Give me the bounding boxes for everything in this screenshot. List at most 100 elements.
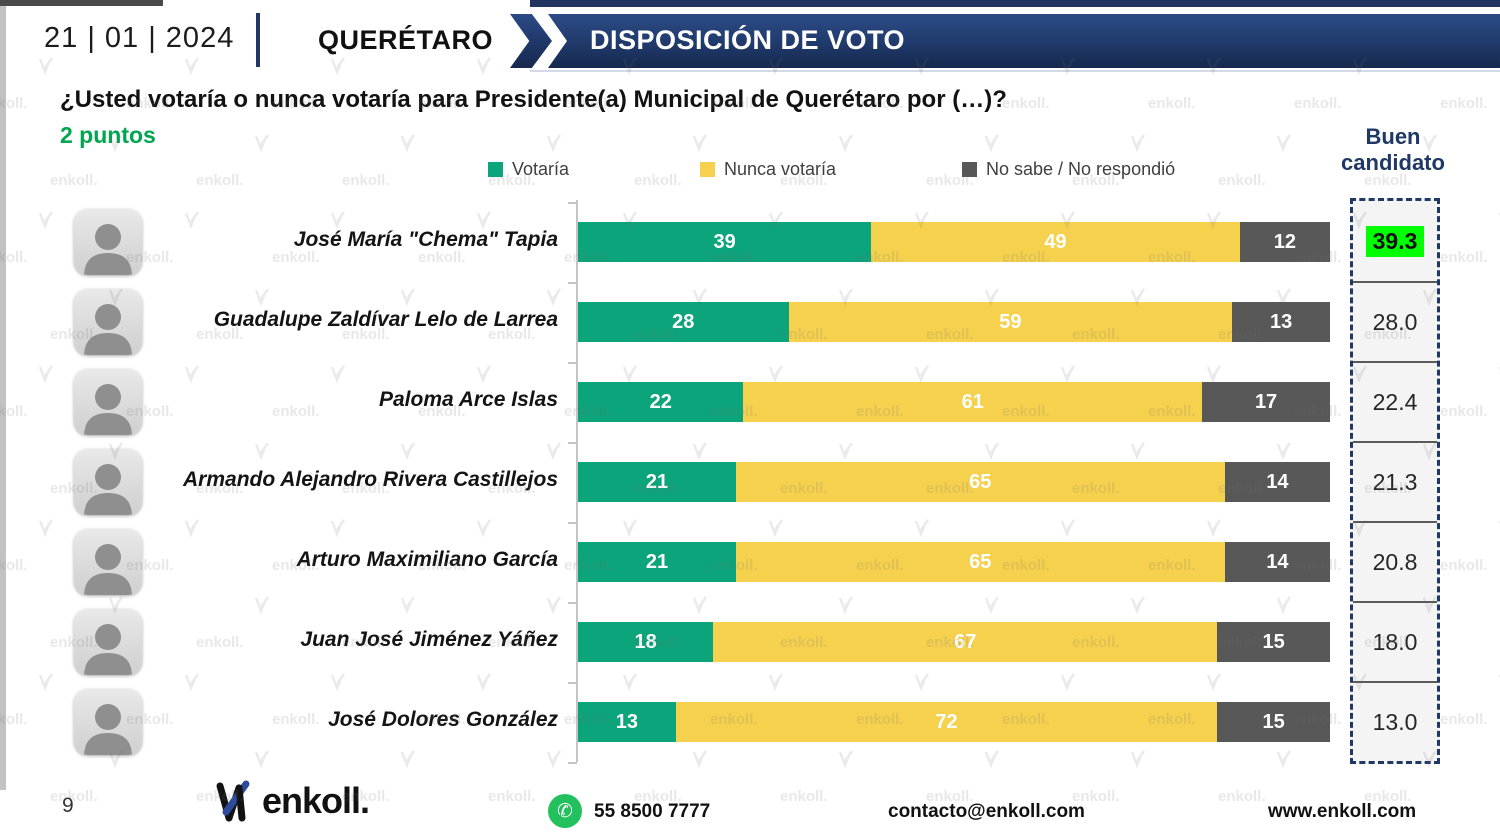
watermark-bird-icon	[546, 134, 562, 157]
watermark-bird-icon	[622, 673, 638, 696]
watermark-bird-icon	[330, 519, 346, 542]
bar-segment-nunca-votar-a: 49	[871, 222, 1240, 262]
watermark-bird-icon	[400, 442, 416, 465]
section-banner-title: DISPOSICIÓN DE VOTO	[590, 25, 906, 55]
bar-segment-votar-a: 21	[578, 542, 736, 582]
bar-value-label: 15	[1262, 630, 1285, 653]
watermark-text: enkoll.	[1440, 403, 1488, 420]
axis-tick	[568, 202, 577, 204]
bar-value-label: 67	[954, 630, 977, 653]
person-silhouette-icon	[84, 624, 132, 675]
watermark-bird-icon	[914, 673, 930, 696]
top-edge-strip-left	[0, 0, 163, 6]
watermark-bird-icon	[546, 442, 562, 465]
bar-segment-votar-a: 18	[578, 622, 714, 662]
watermark-bird-icon	[1276, 134, 1292, 157]
watermark-text: enkoll.	[50, 172, 98, 189]
watermark-bird-icon	[1060, 673, 1076, 696]
bar-segment-votar-a: 28	[578, 302, 789, 342]
bar-value-label: 39	[713, 230, 736, 253]
top-edge-strip-right	[530, 0, 1500, 7]
watermark-text: enkoll.	[1218, 788, 1266, 805]
legend-label: Nunca votaría	[724, 159, 837, 179]
bar-segment-nunca-votar-a: 72	[675, 702, 1218, 742]
watermark-text: enkoll.	[1440, 711, 1488, 728]
bar-segment-nunca-votar-a: 65	[735, 462, 1225, 502]
watermark-bird-icon	[38, 57, 54, 80]
good-candidate-score-highlighted: 39.3	[1365, 225, 1425, 257]
watermark-bird-icon	[476, 519, 492, 542]
candidate-photo	[74, 369, 142, 435]
watermark-bird-icon	[476, 365, 492, 388]
candidate-name: Armando Alejandro Rivera Castillejos	[183, 468, 558, 491]
bar-value-label: 12	[1273, 230, 1296, 253]
bar-value-label: 14	[1266, 550, 1289, 573]
watermark-bird-icon	[546, 596, 562, 619]
contact-website[interactable]: www.enkoll.com	[1268, 801, 1417, 822]
watermark-bird-icon	[692, 134, 708, 157]
watermark-bird-icon	[254, 750, 270, 773]
watermark-text: enkoll.	[488, 788, 536, 805]
enkoll-logo-text: enkoll.	[262, 780, 370, 821]
axis-tick	[568, 602, 577, 604]
watermark-text: enkoll.	[50, 788, 98, 805]
candidate-name: José Dolores González	[328, 708, 558, 731]
watermark-bird-icon	[1206, 519, 1222, 542]
whatsapp-icon: ✆	[548, 794, 582, 828]
page-number: 9	[62, 794, 74, 817]
watermark-bird-icon	[38, 673, 54, 696]
watermark-bird-icon	[1130, 134, 1146, 157]
candidate-photo	[74, 209, 142, 275]
axis-tick	[568, 522, 577, 524]
watermark-bird-icon	[1276, 750, 1292, 773]
person-silhouette-icon	[84, 464, 132, 515]
watermark-text: enkoll.	[780, 788, 828, 805]
bar-segment-no-sabe-no-respondi-: 12	[1239, 222, 1330, 262]
person-silhouette-icon	[84, 224, 132, 275]
axis-tick	[568, 682, 577, 684]
good-candidate-column: 39.3 28.0 22.4 21.3 20.8 18.0 13.0	[1350, 198, 1440, 764]
contact-email[interactable]: contacto@enkoll.com	[888, 801, 1085, 822]
bar-segment-no-sabe-no-respondi-: 15	[1217, 702, 1330, 742]
vote-bar: 39 49 12	[578, 222, 1330, 262]
bar-segment-nunca-votar-a: 67	[713, 622, 1218, 662]
watermark-bird-icon	[254, 442, 270, 465]
watermark-bird-icon	[1130, 596, 1146, 619]
bar-value-label: 65	[969, 470, 992, 493]
legend-label: Votaría	[512, 159, 570, 179]
header-divider	[256, 13, 260, 67]
watermark-bird-icon	[1276, 596, 1292, 619]
bar-segment-no-sabe-no-respondi-: 14	[1224, 462, 1330, 502]
bar-segment-nunca-votar-a: 65	[735, 542, 1225, 582]
person-silhouette-icon	[84, 384, 132, 435]
good-candidate-score: 21.3	[1353, 441, 1437, 521]
vote-bar: 21 65 14	[578, 462, 1330, 502]
vote-bar: 21 65 14	[578, 542, 1330, 582]
watermark-bird-icon	[38, 519, 54, 542]
watermark-bird-icon	[838, 134, 854, 157]
bar-value-label: 21	[645, 470, 669, 493]
vote-bar: 22 61 17	[578, 382, 1330, 422]
bar-segment-no-sabe-no-respondi-: 15	[1217, 622, 1330, 662]
bar-segment-nunca-votar-a: 59	[788, 302, 1233, 342]
margin-note: 2 puntos	[60, 122, 156, 148]
bar-segment-votar-a: 39	[578, 222, 872, 262]
watermark-bird-icon	[476, 57, 492, 80]
bar-value-label: 21	[645, 550, 669, 573]
bar-value-label: 13	[615, 710, 638, 733]
person-silhouette-icon	[84, 304, 132, 355]
bar-value-label: 14	[1266, 470, 1289, 493]
watermark-bird-icon	[692, 750, 708, 773]
watermark-bird-icon	[254, 596, 270, 619]
candidate-photo	[74, 689, 142, 755]
report-date: 21 | 01 | 2024	[44, 22, 235, 54]
candidate-name: Arturo Maximiliano García	[296, 548, 558, 571]
watermark-bird-icon	[400, 750, 416, 773]
legend-label: No sabe / No respondió	[986, 159, 1176, 179]
watermark-bird-icon	[476, 673, 492, 696]
vote-bar: 13 72 15	[578, 702, 1330, 742]
watermark-text: enkoll.	[1440, 95, 1488, 112]
watermark-bird-icon	[768, 519, 784, 542]
candidate-name: José María "Chema" Tapia	[293, 228, 558, 251]
